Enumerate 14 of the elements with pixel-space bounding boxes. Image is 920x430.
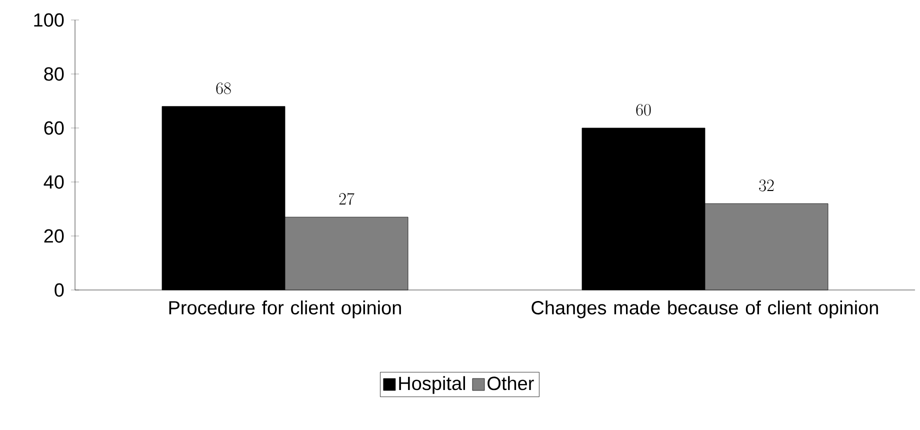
y-tick-label: 80	[44, 67, 64, 81]
x-tick-label: Changes made because of client opinion	[532, 300, 878, 318]
y-tick-label: 40	[44, 175, 64, 189]
data-label: 27	[339, 192, 354, 205]
y-tick-label: 0	[54, 283, 64, 297]
data-label: 60	[636, 104, 651, 116]
legend-label: Hospital	[399, 376, 465, 394]
legend-label: Other	[488, 376, 534, 390]
data-label: 32	[759, 180, 774, 192]
x-tick-label: Procedure for client opinion	[169, 300, 401, 318]
y-tick-label: 100	[34, 13, 64, 27]
y-tick-label: 60	[44, 121, 64, 135]
y-tick-label: 20	[44, 229, 64, 243]
data-label: 68	[216, 82, 231, 94]
